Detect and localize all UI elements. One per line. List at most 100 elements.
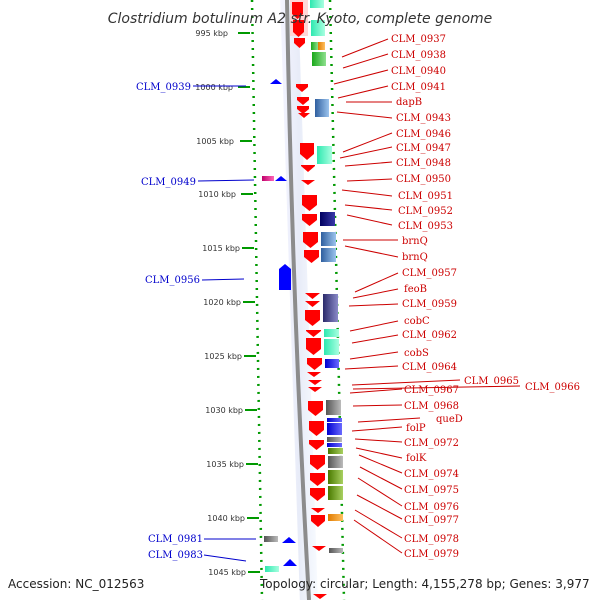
- gene-arrow[interactable]: [305, 293, 320, 299]
- gene-arrow[interactable]: [313, 594, 327, 599]
- gene-label[interactable]: folP: [406, 423, 426, 434]
- gene-block[interactable]: [310, 0, 324, 8]
- gene-block[interactable]: [315, 99, 329, 117]
- gene-block[interactable]: [321, 248, 336, 262]
- gene-arrow[interactable]: [310, 455, 325, 470]
- gene-label[interactable]: CLM_0968: [404, 401, 459, 412]
- gene-arrow[interactable]: [302, 214, 317, 226]
- gene-block[interactable]: [327, 443, 342, 447]
- gene-arrow[interactable]: [301, 180, 315, 185]
- gene-block[interactable]: [327, 437, 342, 442]
- gene-label[interactable]: CLM_0978: [404, 534, 459, 545]
- gene-block[interactable]: [311, 42, 318, 50]
- gene-arrow[interactable]: [300, 143, 314, 160]
- gene-arrow[interactable]: [279, 264, 291, 290]
- gene-arrow[interactable]: [312, 546, 326, 551]
- gene-label[interactable]: feoB: [404, 284, 427, 295]
- gene-arrow[interactable]: [296, 84, 308, 92]
- gene-block[interactable]: [318, 42, 325, 50]
- gene-arrow[interactable]: [275, 176, 287, 181]
- gene-block[interactable]: [324, 339, 339, 355]
- gene-arrow[interactable]: [270, 79, 282, 84]
- gene-arrow[interactable]: [292, 2, 303, 19]
- gene-label[interactable]: CLM_0977: [404, 515, 459, 526]
- gene-arrow[interactable]: [310, 473, 325, 486]
- gene-arrow[interactable]: [308, 401, 323, 416]
- gene-block[interactable]: [262, 176, 274, 181]
- gene-arrow[interactable]: [306, 338, 321, 355]
- gene-label[interactable]: CLM_0937: [391, 34, 446, 45]
- gene-label[interactable]: CLM_0967: [404, 385, 459, 396]
- gene-block[interactable]: [328, 514, 343, 521]
- gene-label[interactable]: CLM_0964: [402, 362, 457, 373]
- gene-block[interactable]: [321, 232, 336, 246]
- gene-block[interactable]: [311, 20, 325, 36]
- gene-label[interactable]: CLM_0938: [391, 50, 446, 61]
- gene-arrow[interactable]: [283, 559, 297, 566]
- gene-label[interactable]: CLM_0939: [136, 82, 191, 93]
- gene-label[interactable]: CLM_0948: [396, 158, 451, 169]
- gene-label[interactable]: CLM_0975: [404, 485, 459, 496]
- gene-label[interactable]: brnQ: [402, 252, 428, 263]
- gene-label[interactable]: CLM_0943: [396, 113, 451, 124]
- gene-label[interactable]: CLM_0959: [402, 299, 457, 310]
- gene-label[interactable]: CLM_0951: [398, 191, 453, 202]
- gene-label[interactable]: CLM_0947: [396, 143, 451, 154]
- gene-block[interactable]: [317, 146, 332, 164]
- gene-label[interactable]: CLM_0940: [391, 66, 446, 77]
- gene-block[interactable]: [265, 566, 279, 572]
- gene-block[interactable]: [329, 548, 343, 553]
- gene-label[interactable]: CLM_0981: [148, 534, 203, 545]
- gene-arrow[interactable]: [297, 106, 309, 114]
- gene-arrow[interactable]: [310, 488, 325, 501]
- gene-block[interactable]: [327, 418, 342, 422]
- gene-arrow[interactable]: [298, 113, 310, 118]
- gene-label[interactable]: CLM_0950: [396, 174, 451, 185]
- gene-arrow[interactable]: [302, 195, 317, 211]
- gene-arrow[interactable]: [293, 20, 304, 37]
- gene-label[interactable]: cobC: [404, 316, 430, 327]
- gene-block[interactable]: [323, 294, 338, 322]
- gene-arrow[interactable]: [303, 232, 318, 248]
- gene-label[interactable]: brnQ: [402, 236, 428, 247]
- gene-block[interactable]: [264, 536, 278, 542]
- gene-label[interactable]: CLM_0965: [464, 376, 519, 387]
- gene-label[interactable]: CLM_0952: [398, 206, 453, 217]
- gene-label[interactable]: CLM_0979: [404, 549, 459, 560]
- gene-arrow[interactable]: [306, 330, 321, 337]
- gene-label[interactable]: folK: [406, 453, 427, 464]
- gene-arrow[interactable]: [282, 537, 296, 543]
- gene-arrow[interactable]: [297, 97, 309, 105]
- gene-block[interactable]: [326, 400, 341, 415]
- gene-arrow[interactable]: [311, 515, 325, 527]
- gene-arrow[interactable]: [308, 387, 322, 392]
- gene-label[interactable]: CLM_0953: [398, 221, 453, 232]
- gene-block[interactable]: [328, 448, 343, 454]
- gene-arrow[interactable]: [305, 310, 320, 326]
- gene-block[interactable]: [328, 470, 343, 484]
- gene-arrow[interactable]: [301, 165, 315, 172]
- gene-label[interactable]: CLM_0946: [396, 129, 451, 140]
- gene-arrow[interactable]: [309, 440, 324, 450]
- gene-arrow[interactable]: [309, 421, 324, 436]
- gene-label[interactable]: CLM_0962: [402, 330, 457, 341]
- gene-label[interactable]: CLM_0956: [145, 275, 200, 286]
- gene-block[interactable]: [324, 329, 339, 337]
- gene-block[interactable]: [328, 486, 343, 500]
- gene-arrow[interactable]: [305, 301, 320, 307]
- gene-label[interactable]: CLM_0957: [402, 268, 457, 279]
- gene-arrow[interactable]: [311, 508, 325, 513]
- gene-arrow[interactable]: [304, 250, 319, 263]
- gene-arrow[interactable]: [307, 358, 322, 370]
- gene-arrow[interactable]: [308, 380, 322, 385]
- gene-label[interactable]: CLM_0974: [404, 469, 459, 480]
- gene-label[interactable]: CLM_0972: [404, 438, 459, 449]
- gene-block[interactable]: [328, 456, 343, 468]
- gene-label[interactable]: CLM_0983: [148, 550, 203, 561]
- gene-block[interactable]: [325, 359, 339, 368]
- gene-label[interactable]: CLM_0949: [141, 177, 196, 188]
- gene-block[interactable]: [312, 52, 326, 66]
- gene-block[interactable]: [327, 423, 342, 435]
- gene-label[interactable]: cobS: [404, 348, 429, 359]
- gene-label[interactable]: CLM_0941: [391, 82, 446, 93]
